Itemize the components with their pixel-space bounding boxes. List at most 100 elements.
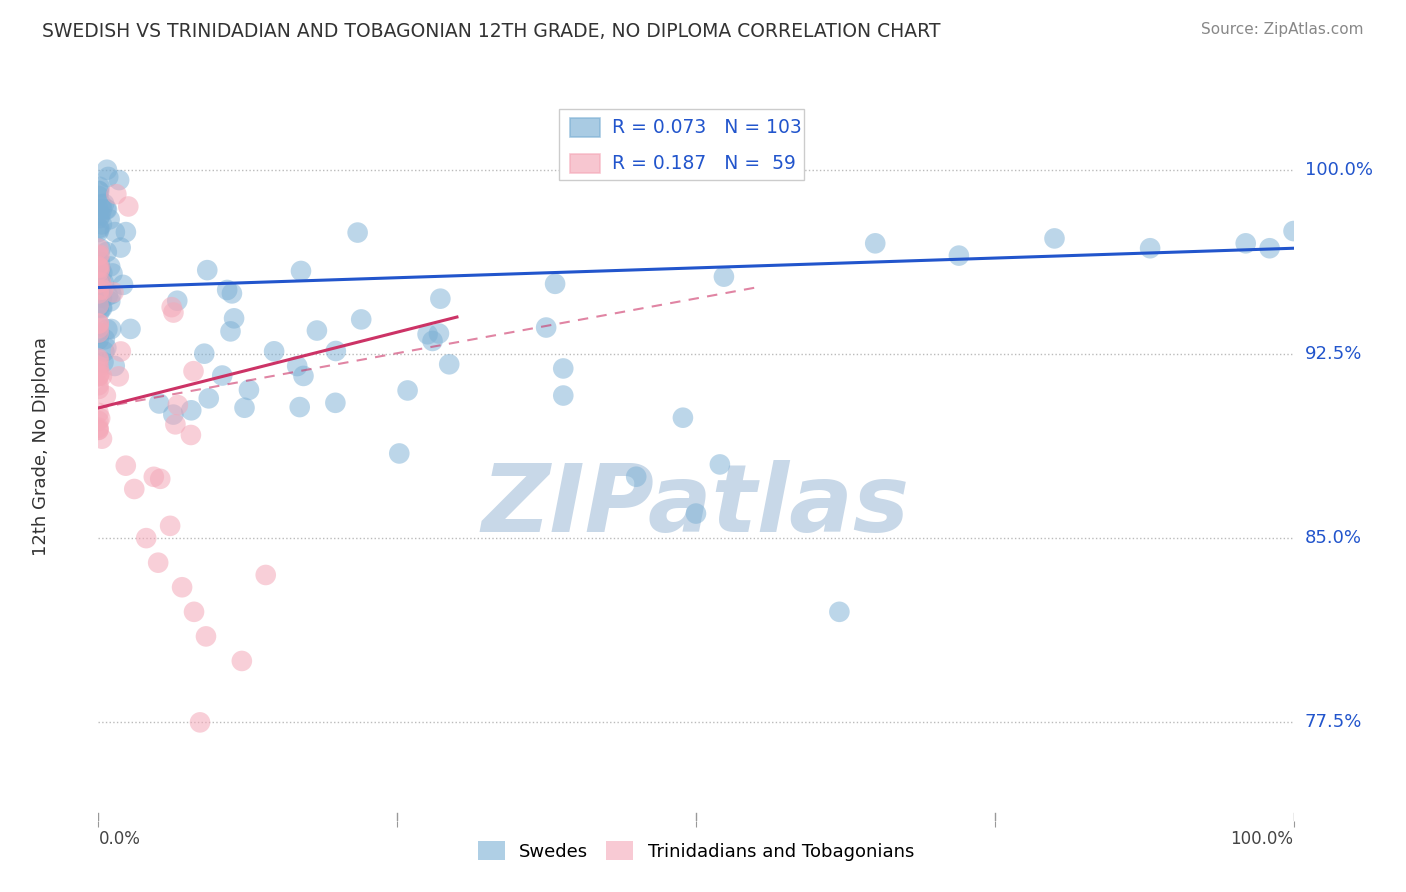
Text: 12th Grade, No Diploma: 12th Grade, No Diploma [32,336,51,556]
Point [94,202,117,217]
Point [87,353,110,368]
Point [90,301,112,315]
Point [148,396,170,410]
Point [87,359,110,373]
Point [89,326,111,340]
Point [90,197,112,211]
Point [1234,236,1257,251]
Point [93,344,115,359]
Point [87,249,110,263]
Point [87,281,110,295]
Point [1282,224,1305,238]
Point [89,262,111,277]
Point [388,446,411,460]
Point [865,236,887,251]
Point [427,326,450,341]
Point [166,398,188,412]
Point [110,241,132,255]
Point [238,383,260,397]
Point [159,519,181,533]
Point [89,368,111,382]
Point [89,274,111,288]
Point [709,458,731,472]
Point [292,368,315,383]
Point [96,162,118,177]
Legend: Swedes, Trinidadians and Tobagonians: Swedes, Trinidadians and Tobagonians [471,834,921,868]
Text: R = 0.187   N =  59: R = 0.187 N = 59 [613,153,796,173]
Point [217,283,239,297]
Point [305,324,328,338]
Point [1043,231,1066,245]
Point [96,202,118,217]
Point [87,202,110,217]
Point [346,226,368,240]
Point [685,507,707,521]
Point [149,472,172,486]
Point [180,428,202,442]
Point [626,469,648,483]
Point [87,298,110,312]
Point [89,305,111,319]
Text: 77.5%: 77.5% [1305,714,1362,731]
Point [231,654,253,668]
Text: SWEDISH VS TRINIDADIAN AND TOBAGONIAN 12TH GRADE, NO DIPLOMA CORRELATION CHART: SWEDISH VS TRINIDADIAN AND TOBAGONIAN 12… [42,22,941,41]
Point [91,284,114,298]
Point [87,317,110,331]
Point [87,301,110,315]
Point [100,287,122,301]
Point [100,322,122,336]
Bar [571,118,600,136]
Point [221,286,243,301]
Point [94,332,117,346]
Point [124,482,146,496]
Point [89,260,111,275]
Point [104,359,127,373]
Point [98,260,121,274]
Point [87,414,110,428]
Point [162,408,184,422]
Point [87,220,110,235]
Point [114,458,136,473]
Point [96,341,118,355]
Point [90,218,112,232]
Point [87,423,110,437]
Point [89,208,111,222]
Point [98,212,121,227]
Point [350,312,373,326]
Point [91,283,114,297]
Text: 92.5%: 92.5% [1305,345,1362,363]
Point [254,568,277,582]
Point [325,343,347,358]
Point [160,300,183,314]
Point [828,605,851,619]
Point [89,248,111,262]
Point [108,173,131,187]
Point [183,605,205,619]
Point [110,344,132,359]
Point [165,417,187,432]
Text: Source: ZipAtlas.com: Source: ZipAtlas.com [1201,22,1364,37]
Point [263,344,285,359]
Point [87,382,110,396]
Text: ZIPatlas: ZIPatlas [482,460,910,552]
Point [534,320,557,334]
Point [162,305,184,319]
Point [1139,241,1161,255]
Point [222,311,245,326]
Point [87,378,110,392]
Point [89,255,111,269]
Point [195,263,218,277]
Text: 85.0%: 85.0% [1305,529,1361,547]
Point [87,351,110,366]
Point [93,196,115,211]
Point [148,556,170,570]
Point [97,169,120,184]
Point [87,317,110,331]
Point [713,269,735,284]
Point [91,202,114,217]
Point [416,327,439,342]
Point [87,406,110,420]
Point [183,364,205,378]
Point [135,531,157,545]
Point [90,291,112,305]
